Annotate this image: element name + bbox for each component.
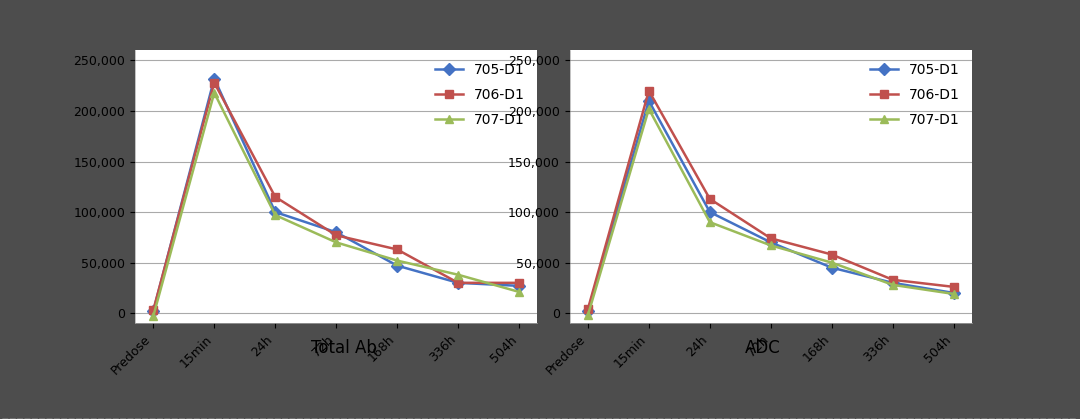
705-D1 <box>703 210 716 215</box>
707-D1 <box>269 212 282 217</box>
705-D1 <box>825 265 838 270</box>
Text: Total Ab: Total Ab <box>311 339 377 357</box>
706-D1 <box>581 307 594 312</box>
707-D1 <box>391 258 404 263</box>
706-D1 <box>391 247 404 252</box>
707-D1 <box>581 313 594 318</box>
705-D1 <box>887 280 900 285</box>
706-D1 <box>207 80 220 85</box>
706-D1 <box>825 252 838 257</box>
705-D1 <box>581 309 594 314</box>
Line: 706-D1: 706-D1 <box>583 87 958 313</box>
707-D1 <box>513 290 526 295</box>
706-D1 <box>643 88 656 93</box>
707-D1 <box>947 292 960 297</box>
705-D1 <box>765 240 778 245</box>
705-D1 <box>329 230 342 235</box>
Line: 707-D1: 707-D1 <box>149 88 524 321</box>
Line: 705-D1: 705-D1 <box>583 97 958 316</box>
Line: 707-D1: 707-D1 <box>583 105 958 319</box>
705-D1 <box>947 290 960 295</box>
707-D1 <box>643 106 656 111</box>
706-D1 <box>765 236 778 241</box>
707-D1 <box>703 220 716 225</box>
706-D1 <box>703 197 716 202</box>
707-D1 <box>451 272 464 277</box>
Line: 705-D1: 705-D1 <box>149 75 524 316</box>
705-D1 <box>513 283 526 288</box>
Line: 706-D1: 706-D1 <box>149 78 524 314</box>
707-D1 <box>147 314 160 319</box>
707-D1 <box>329 240 342 245</box>
706-D1 <box>947 285 960 290</box>
Text: ADC: ADC <box>745 339 781 357</box>
706-D1 <box>269 194 282 199</box>
707-D1 <box>765 243 778 248</box>
705-D1 <box>207 76 220 81</box>
705-D1 <box>643 98 656 103</box>
705-D1 <box>269 210 282 215</box>
706-D1 <box>887 277 900 282</box>
706-D1 <box>147 308 160 313</box>
707-D1 <box>207 90 220 95</box>
706-D1 <box>451 280 464 285</box>
707-D1 <box>887 282 900 287</box>
706-D1 <box>329 233 342 238</box>
706-D1 <box>513 280 526 285</box>
Legend: 705-D1, 706-D1, 707-D1: 705-D1, 706-D1, 707-D1 <box>864 57 966 132</box>
705-D1 <box>391 263 404 268</box>
Legend: 705-D1, 706-D1, 707-D1: 705-D1, 706-D1, 707-D1 <box>430 57 530 132</box>
705-D1 <box>147 309 160 314</box>
705-D1 <box>451 280 464 285</box>
707-D1 <box>825 260 838 265</box>
